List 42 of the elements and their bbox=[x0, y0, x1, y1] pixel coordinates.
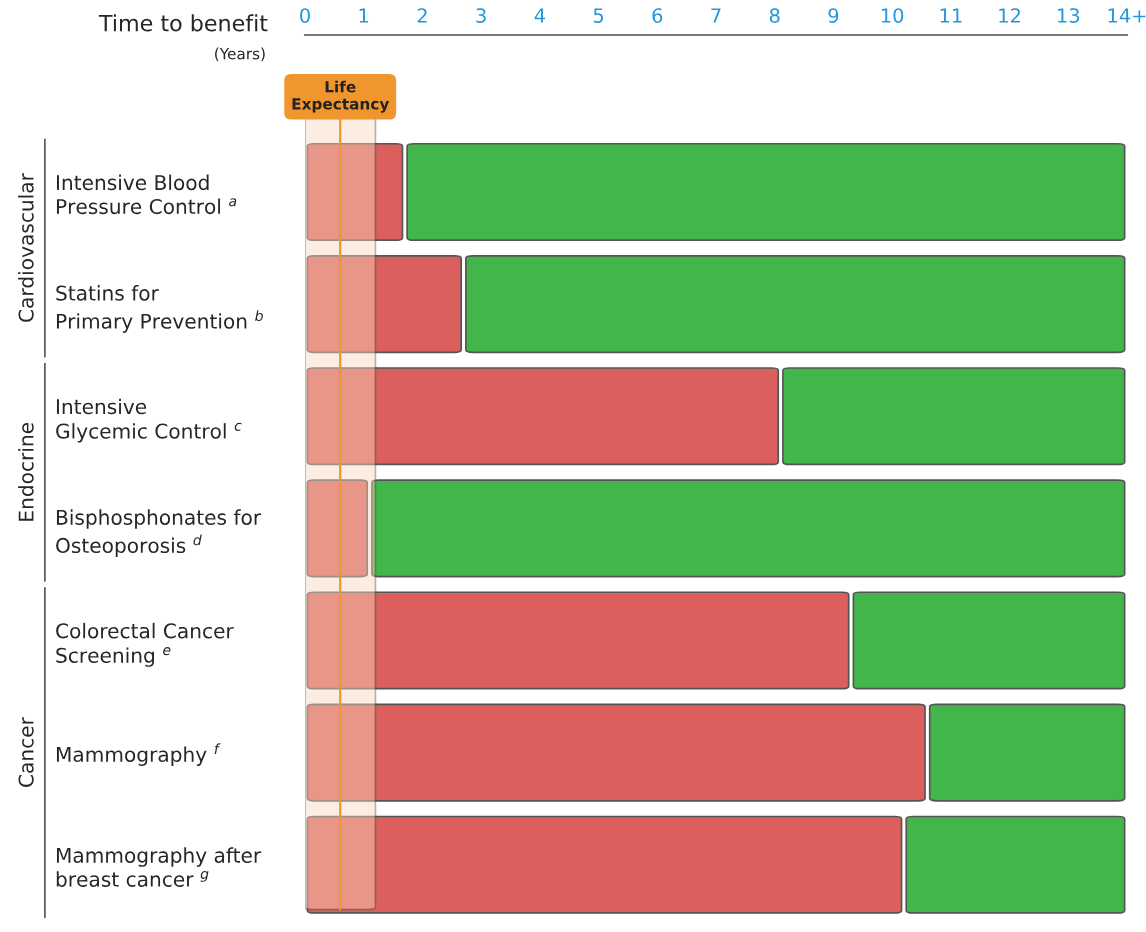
ref-line-label: Life Expectancy bbox=[292, 80, 390, 113]
x-tick-label: 12 bbox=[999, 8, 1020, 23]
x-tick-label: 5 bbox=[593, 8, 604, 23]
text: Cardiovascular bbox=[18, 173, 34, 322]
bar bbox=[306, 815, 903, 914]
bar bbox=[306, 479, 369, 578]
y-tick-label: Mammography after breast cancer $^{g}$ bbox=[56, 847, 262, 887]
y-tick-label: Mammography $^{f}$ bbox=[56, 743, 221, 766]
y-tick-label: Intensive Glycemic Control $^{c}$ bbox=[56, 398, 242, 443]
x-tick-label: 7 bbox=[711, 8, 721, 23]
x-tick-label: 11 bbox=[940, 8, 962, 23]
x-axis-title: (Years) bbox=[215, 47, 265, 62]
x-tick-label: 14+ bbox=[1108, 8, 1146, 23]
x-tick-label: 8 bbox=[769, 8, 780, 23]
x-tick-label: 9 bbox=[828, 8, 839, 23]
bar bbox=[852, 591, 1126, 690]
x-tick-label: 2 bbox=[417, 8, 427, 23]
y-tick-label: Intensive Blood Pressure Control $^{a}$ bbox=[56, 174, 237, 215]
bar bbox=[371, 479, 1126, 578]
bar bbox=[306, 591, 850, 690]
y-tick-label: Statins for Primary Prevention $^{b}$ bbox=[56, 285, 263, 333]
text: Cancer bbox=[18, 717, 34, 787]
x-tick-label: 4 bbox=[534, 8, 545, 23]
x-tick-label: 6 bbox=[652, 8, 663, 23]
y-tick-label: Bisphosphonates for Osteoporosis $^{d}$ bbox=[56, 509, 262, 557]
bar bbox=[306, 255, 463, 354]
x-tick-label: 3 bbox=[476, 8, 486, 23]
bar bbox=[465, 255, 1126, 354]
bar bbox=[928, 703, 1126, 802]
bar bbox=[406, 142, 1126, 242]
x-tick-label: 10 bbox=[881, 8, 904, 23]
x-tick-label: 13 bbox=[1058, 8, 1080, 23]
bar bbox=[905, 815, 1126, 914]
bar bbox=[306, 367, 780, 466]
text: Endocrine bbox=[18, 423, 34, 521]
bar bbox=[782, 367, 1126, 466]
x-tick-label: 0 bbox=[300, 8, 310, 23]
bar bbox=[306, 142, 404, 242]
chart-title: Time to benefit bbox=[98, 14, 268, 32]
bar bbox=[306, 703, 926, 802]
y-tick-label: Colorectal Cancer Screening $^{e}$ bbox=[56, 622, 234, 667]
x-tick-label: 1 bbox=[359, 8, 369, 23]
